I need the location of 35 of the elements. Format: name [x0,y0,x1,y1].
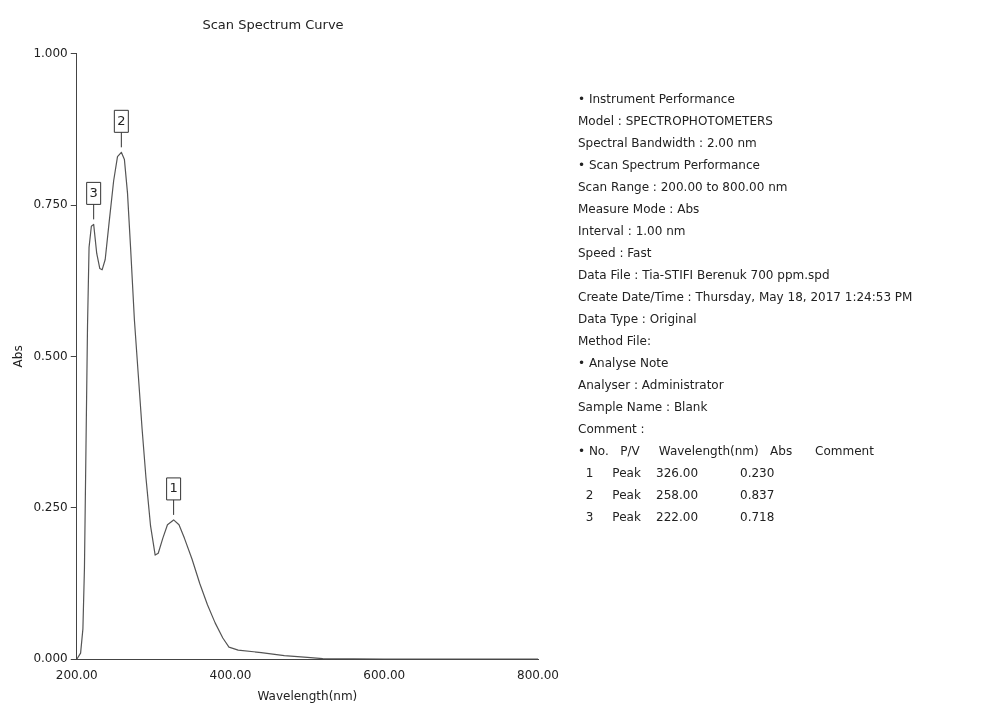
text: Analyser : Administrator [578,377,725,394]
text: • Instrument Performance [578,91,736,108]
y-axis-title: Abs [11,345,26,368]
text: Data Type : Original [578,311,698,328]
text: 1 Peak 326.00 0.230 [584,465,776,482]
y-tick-label: 0.500 [33,348,68,363]
x-tick-label: 800.00 [517,667,559,682]
text: Comment : [578,421,646,438]
text: Scan Range : 200.00 to 800.00 nm [578,179,789,196]
text: 3 Peak 222.00 0.718 [584,509,776,526]
annotation: 2 [117,112,126,128]
y-tick-label: 0.000 [33,651,68,666]
chart-title: Scan Spectrum Curve [202,17,344,33]
text: Model : SPECTROPHOTOMETERS [578,113,774,130]
y-tick-label: 0.250 [33,499,68,514]
x-tick-label: 600.00 [363,667,406,682]
text: Interval : 1.00 nm [578,223,687,240]
text: Spectral Bandwidth : 2.00 nm [578,135,758,152]
annotation: 3 [89,184,98,200]
text: Data File : Tia-STIFI Berenuk 700 ppm.spd [578,267,831,284]
annotation: 1 [169,480,178,496]
y-tick-label: 1.000 [33,45,68,60]
text: Speed : Fast [578,245,653,262]
text: • Analyse Note [578,355,670,372]
text: Sample Name : Blank [578,399,709,416]
text: Method File: [578,333,652,350]
x-axis-title: Wavelength(nm) [257,688,358,703]
text: 2 Peak 258.00 0.837 [584,487,776,504]
x-tick-label: 200.00 [55,667,98,682]
x-tick-label: 400.00 [209,667,252,682]
text: • Scan Spectrum Performance [578,157,761,174]
y-tick-label: 0.750 [33,197,68,212]
text: • No. P/V Wavelength(nm) Abs Comment [578,443,875,460]
text: Create Date/Time : Thursday, May 18, 2017 1:24:53 PM [578,289,913,306]
text: Measure Mode : Abs [578,201,701,218]
